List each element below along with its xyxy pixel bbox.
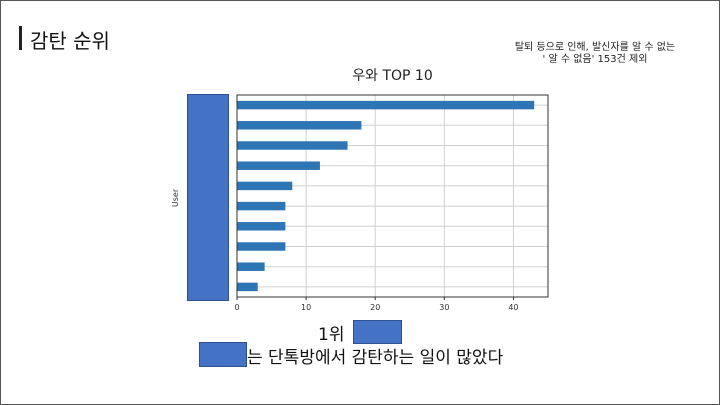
bar-rank-6 [237,201,286,211]
x-tick-label: 10 [301,303,311,312]
bar-rank-1 [237,100,535,110]
title-accent-bar [19,26,22,50]
chart-title: 우와 TOP 10 [352,68,433,84]
bar-rank-8 [237,242,286,251]
bar-rank-9 [237,262,265,271]
slide-title: 감탄 순위 [30,29,110,53]
redaction-box-rank1-name [353,320,402,344]
caption-rank-1: 1위 [318,325,345,345]
chart-x-ticks: 0 10 20 30 40 [234,297,519,312]
redaction-box-names [187,94,229,301]
bar-rank-3 [237,141,348,150]
x-tick-label: 30 [439,303,449,312]
bar-rank-10 [237,282,258,292]
bar-rank-5 [237,181,293,191]
x-tick-label: 0 [234,303,239,312]
x-tick-label: 20 [370,303,380,312]
plot-frame [236,94,549,298]
exclusion-note: 탈퇴 등으로 인해, 발신자를 알 수 없는 ' 알 수 없음' 153건 제외 [480,42,710,66]
x-tick-label: 40 [508,303,518,312]
caption-summary: 는 단톡방에서 감탄하는 일이 많았다 [247,348,504,368]
redaction-box-summary-name [199,342,247,367]
bar-rank-7 [237,222,286,231]
exclusion-note-line1: 탈퇴 등으로 인해, 발신자를 알 수 없는 [514,42,676,53]
y-axis-label: User [171,188,180,207]
chart-bars [237,100,535,292]
bar-rank-2 [237,121,362,130]
exclusion-note-line2: ' 알 수 없음' 153건 제외 [542,54,648,65]
bar-rank-4 [237,161,320,170]
